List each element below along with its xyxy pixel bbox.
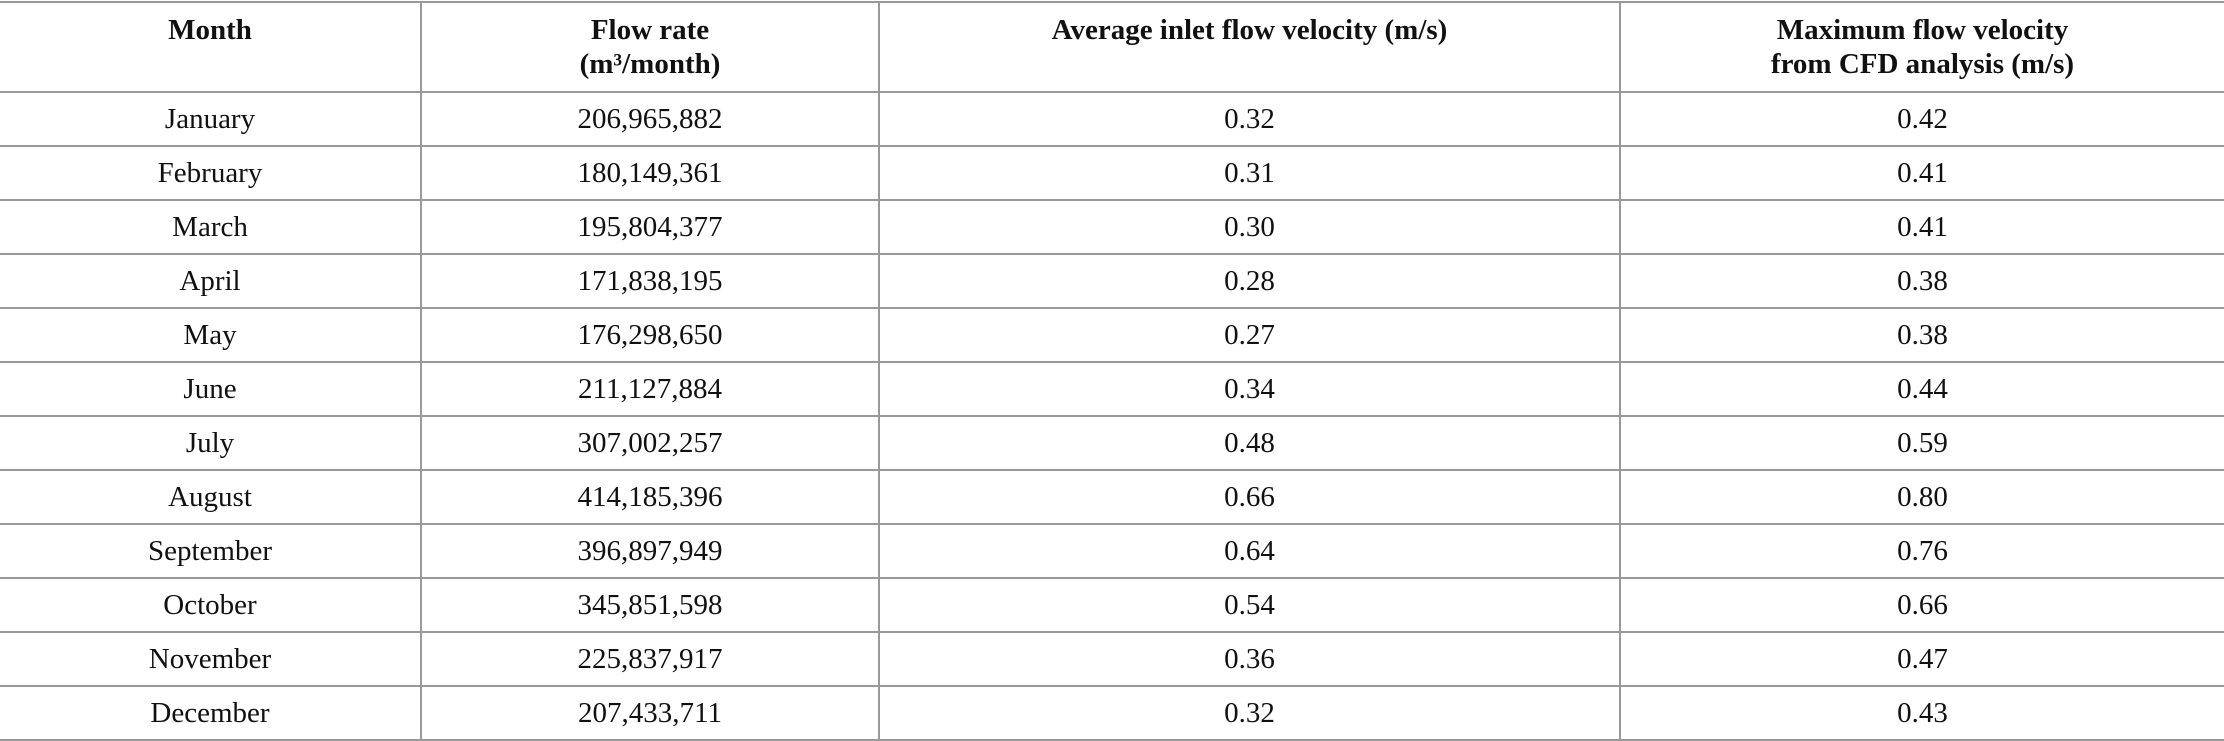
header-text: Flow rate [590, 14, 710, 46]
table-cell: 0.41 [1619, 199, 2224, 255]
table-cell: 0.28 [878, 253, 1620, 309]
table-cell: 0.34 [878, 361, 1620, 417]
table-row: October 345,851,598 0.54 0.66 [0, 577, 2224, 633]
table-cell: 0.30 [878, 199, 1620, 255]
table-cell: May [0, 307, 421, 363]
table-cell: 396,897,949 [420, 523, 879, 579]
table-row: February 180,149,361 0.31 0.41 [0, 145, 2224, 201]
table-cell: April [0, 253, 421, 309]
header-cell: Average inlet flow velocity (m/s) [878, 1, 1620, 93]
table-cell: 0.31 [878, 145, 1620, 201]
table-cell: March [0, 199, 421, 255]
table-body: January 206,965,882 0.32 0.42 February 180,14… [0, 91, 2224, 741]
table-cell: 171,838,195 [420, 253, 879, 309]
table-row: September 396,897,949 0.64 0.76 [0, 523, 2224, 579]
header-text: Month [168, 14, 252, 46]
table-cell: August [0, 469, 421, 525]
table-cell: 206,965,882 [420, 91, 879, 147]
header-cell: Month [0, 1, 421, 93]
table-cell: 180,149,361 [420, 145, 879, 201]
table-cell: 207,433,711 [420, 685, 879, 741]
table-cell: 0.32 [878, 91, 1620, 147]
table-cell: December [0, 685, 421, 741]
table-cell: 0.41 [1619, 145, 2224, 201]
table-cell: February [0, 145, 421, 201]
table-cell: 0.59 [1619, 415, 2224, 471]
table-row: April 171,838,195 0.28 0.38 [0, 253, 2224, 309]
header-text: (m³/month) [579, 48, 721, 80]
table-cell: 0.43 [1619, 685, 2224, 741]
table-cell: September [0, 523, 421, 579]
table-cell: June [0, 361, 421, 417]
table-cell: 0.42 [1619, 91, 2224, 147]
table-cell: 345,851,598 [420, 577, 879, 633]
table-row: May 176,298,650 0.27 0.38 [0, 307, 2224, 363]
table-cell: 176,298,650 [420, 307, 879, 363]
header-text: Maximum flow velocity [1776, 14, 2069, 46]
table-cell: 307,002,257 [420, 415, 879, 471]
table-cell: 195,804,377 [420, 199, 879, 255]
table-cell: 0.44 [1619, 361, 2224, 417]
table-cell: 0.27 [878, 307, 1620, 363]
table-row: June 211,127,884 0.34 0.44 [0, 361, 2224, 417]
table-row: July 307,002,257 0.48 0.59 [0, 415, 2224, 471]
header-cell: Flow rate (m³/month) [420, 1, 879, 93]
header-cell: Maximum flow velocity from CFD analysis (… [1619, 1, 2224, 93]
table-cell: 0.36 [878, 631, 1620, 687]
table-row: November 225,837,917 0.36 0.47 [0, 631, 2224, 687]
table-cell: July [0, 415, 421, 471]
table-cell: 0.66 [1619, 577, 2224, 633]
table-row: March 195,804,377 0.30 0.41 [0, 199, 2224, 255]
table-cell: 0.48 [878, 415, 1620, 471]
table-cell: 211,127,884 [420, 361, 879, 417]
header-text: from CFD analysis (m/s) [1770, 48, 2075, 80]
table-cell: November [0, 631, 421, 687]
table-row: August 414,185,396 0.66 0.80 [0, 469, 2224, 525]
header-text: Average inlet flow velocity (m/s) [1051, 14, 1448, 46]
table-cell: 0.66 [878, 469, 1620, 525]
table-row: January 206,965,882 0.32 0.42 [0, 91, 2224, 147]
table-cell: January [0, 91, 421, 147]
table-cell: 0.32 [878, 685, 1620, 741]
table-cell: 414,185,396 [420, 469, 879, 525]
table-cell: 0.47 [1619, 631, 2224, 687]
table-cell: 0.38 [1619, 253, 2224, 309]
table-row: December 207,433,711 0.32 0.43 [0, 685, 2224, 741]
table-cell: October [0, 577, 421, 633]
table-cell: 0.54 [878, 577, 1620, 633]
table-cell: 0.38 [1619, 307, 2224, 363]
header-row: Month Flow rate (m³/month) Average inlet fl… [0, 1, 2224, 93]
table-cell: 0.80 [1619, 469, 2224, 525]
table-cell: 0.76 [1619, 523, 2224, 579]
table-cell: 0.64 [878, 523, 1620, 579]
table-cell: 225,837,917 [420, 631, 879, 687]
